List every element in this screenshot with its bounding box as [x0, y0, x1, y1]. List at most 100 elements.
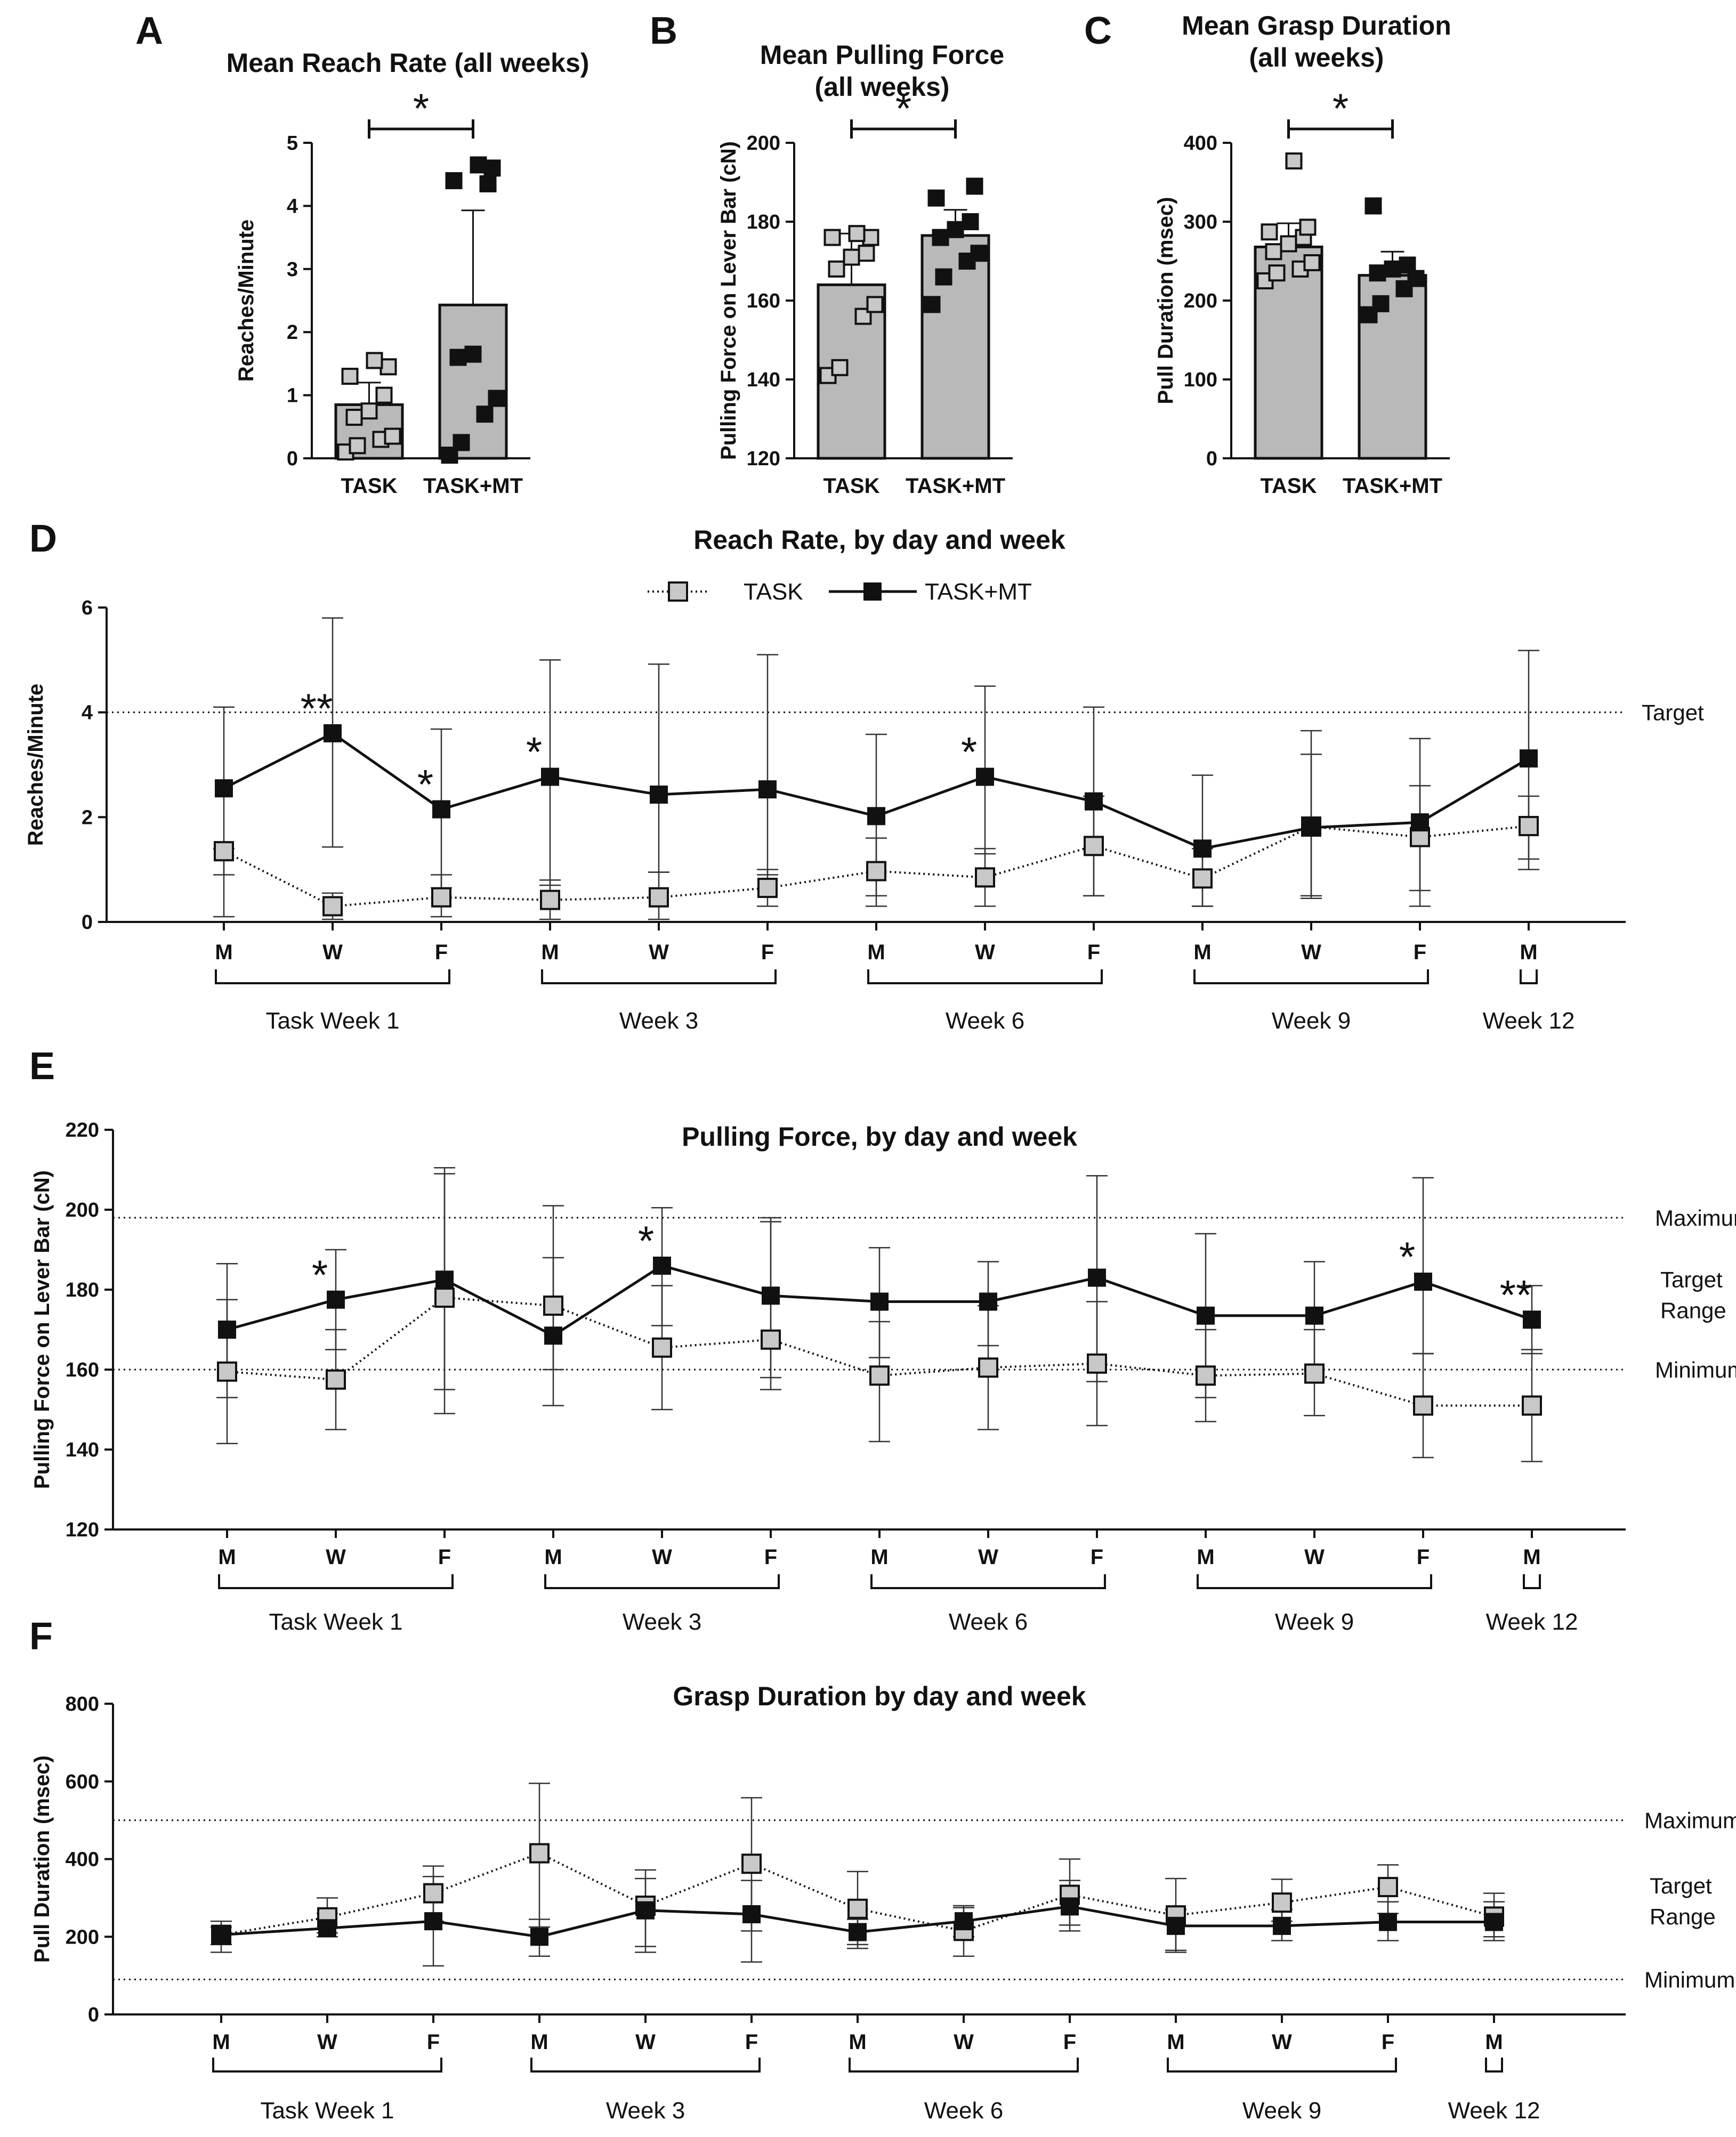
panel-d-x-tick-label: F: [1414, 941, 1426, 964]
panel-b-point: [823, 229, 841, 246]
panel-d-week-bracket: [1520, 969, 1538, 984]
panel-e-y-tick-label: 160: [66, 1359, 99, 1381]
panel-d-task-point: [866, 861, 886, 881]
panel-f-y-tick-label: 0: [88, 2004, 99, 2026]
panel-b-point: [966, 177, 983, 195]
panel-b-point: [828, 260, 845, 278]
panel-f-task-point: [1272, 1892, 1292, 1913]
panel-e-week-label: Week 12: [1486, 1609, 1578, 1635]
panel-b-point: [831, 359, 849, 376]
panel-d-y-tick-label: 6: [82, 597, 93, 619]
panel-b-point: [854, 307, 872, 325]
panel-e-x-tick-label: W: [978, 1545, 998, 1569]
panel-c-point: [1261, 223, 1278, 241]
panel-e-task-point: [761, 1329, 781, 1350]
panel-b-point: [962, 213, 979, 230]
panel-d-task-mt-point: [1302, 819, 1320, 837]
panel-e-y-label: Pulling Force on Lever Bar (cN): [30, 1170, 54, 1489]
panel-d-week-label: Week 9: [1272, 1008, 1351, 1034]
panel-d-week-label: Task Week 1: [265, 1008, 399, 1034]
panel-d-task-point: [1192, 868, 1213, 889]
panel-c-point: [1265, 243, 1282, 261]
panel-f-x-tick-label: F: [427, 2030, 440, 2054]
panel-c-title-line2: (all weeks): [1249, 43, 1384, 72]
panel-d-legend-task-label: TASK: [744, 579, 803, 605]
panel-e-task-point: [869, 1365, 890, 1386]
panel-c-y-label: Pull Duration (msec): [1154, 197, 1177, 404]
panel-f-task-point: [741, 1853, 762, 1874]
panel-b-y-tick-label: 160: [747, 290, 780, 312]
panel-e-significance: *: [1399, 1233, 1415, 1280]
panel-d-task-mt-point: [1085, 792, 1103, 811]
panel-f-task-mt-point: [424, 1912, 442, 1931]
panel-c-category-label: TASK: [1261, 474, 1317, 498]
panel-a-letter: A: [135, 10, 163, 52]
panel-f-y-tick-label: 600: [66, 1771, 99, 1793]
panel-e-reference-label: Minimum: [1655, 1357, 1736, 1382]
panel-b-point: [862, 229, 879, 246]
panel-c-title: Mean Grasp Duration: [1182, 11, 1451, 41]
panel-f-x-tick-label: W: [954, 2030, 974, 2054]
panel-e-task-mt-point: [1305, 1306, 1323, 1325]
panel-d-x-tick-label: W: [975, 941, 995, 964]
panel-e-significance: *: [312, 1251, 328, 1298]
panel-f-week-bracket: [849, 2058, 1079, 2073]
panel-e-y-tick-label: 220: [66, 1119, 99, 1142]
panel-e-task-mt-point: [1197, 1306, 1215, 1325]
panel-f-task-mt-point: [1379, 1913, 1397, 1931]
panel-f-x-tick-label: F: [1382, 2030, 1394, 2054]
panel-c-y-tick-label: 0: [1206, 448, 1217, 470]
panel-c-bar: [1358, 274, 1427, 460]
panel-c-point: [1384, 260, 1401, 278]
panel-e-range-label-line2: Range: [1660, 1298, 1726, 1323]
panel-d-x-tick-label: F: [761, 941, 774, 964]
panel-d-x-tick-label: W: [649, 941, 669, 964]
panel-d-task-point: [649, 887, 669, 908]
panel-e-y-tick-label: 200: [66, 1199, 99, 1221]
panel-a-y-tick-label: 5: [287, 132, 298, 155]
panel-e-task-mt-point: [1088, 1268, 1106, 1287]
panel-e-week-bracket: [1523, 1574, 1541, 1589]
panel-d-y-tick-label: 2: [82, 806, 93, 829]
panel-d-task-mt-point: [976, 767, 994, 786]
panel-d-significance: *: [417, 761, 433, 808]
panel-f-x-tick-label: M: [212, 2030, 230, 2054]
panel-b-y-tick-label: 180: [747, 211, 780, 233]
panel-c-point: [1268, 264, 1286, 282]
panel-c-y-tick-label: 200: [1184, 290, 1217, 312]
panel-d-legend-task-mt-label: TASK+MT: [925, 579, 1032, 605]
panel-e-task-mt-point: [544, 1326, 562, 1345]
panel-c-y-tick-label: 100: [1184, 369, 1217, 391]
panel-c-y-tick-label: 300: [1184, 211, 1217, 233]
panel-f-week-label: Week 9: [1242, 2098, 1321, 2124]
panel-a-point: [453, 434, 470, 451]
panel-e-task-mt-point: [435, 1270, 454, 1289]
panel-e-task-mt-point: [653, 1257, 671, 1275]
panel-a-point: [464, 345, 482, 363]
panel-d-task-point: [1084, 836, 1104, 856]
panel-d-task-point: [975, 867, 995, 888]
panel-c-point: [1364, 197, 1382, 215]
panel-f-week-label: Week 12: [1448, 2098, 1540, 2124]
panel-e-task-point: [1196, 1365, 1216, 1386]
panel-f-y-label: Pull Duration (msec): [30, 1755, 54, 1963]
panel-f-week-label: Task Week 1: [260, 2098, 394, 2124]
panel-a-point: [476, 406, 494, 423]
panel-f-task-point: [1378, 1876, 1398, 1897]
panel-a-y-tick-label: 1: [287, 385, 298, 407]
panel-f-x-tick-label: M: [1167, 2030, 1184, 2054]
panel-d-week-label: Week 3: [619, 1008, 698, 1034]
panel-d-legend-task-mt-marker: [863, 582, 882, 601]
panel-d-significance: *: [961, 728, 977, 775]
panel-f-x-tick-label: M: [1485, 2030, 1503, 2054]
panel-a-category-label: TASK+MT: [423, 474, 523, 498]
panel-d-significance: *: [526, 728, 542, 775]
panel-e-task-point: [543, 1296, 563, 1316]
panel-f-x-tick-label: W: [635, 2030, 656, 2054]
panel-b-point: [866, 296, 884, 313]
panel-c-point: [1299, 218, 1317, 236]
panel-b-point: [932, 229, 949, 246]
panel-a-point: [360, 402, 378, 420]
panel-e-task-point: [978, 1357, 998, 1378]
